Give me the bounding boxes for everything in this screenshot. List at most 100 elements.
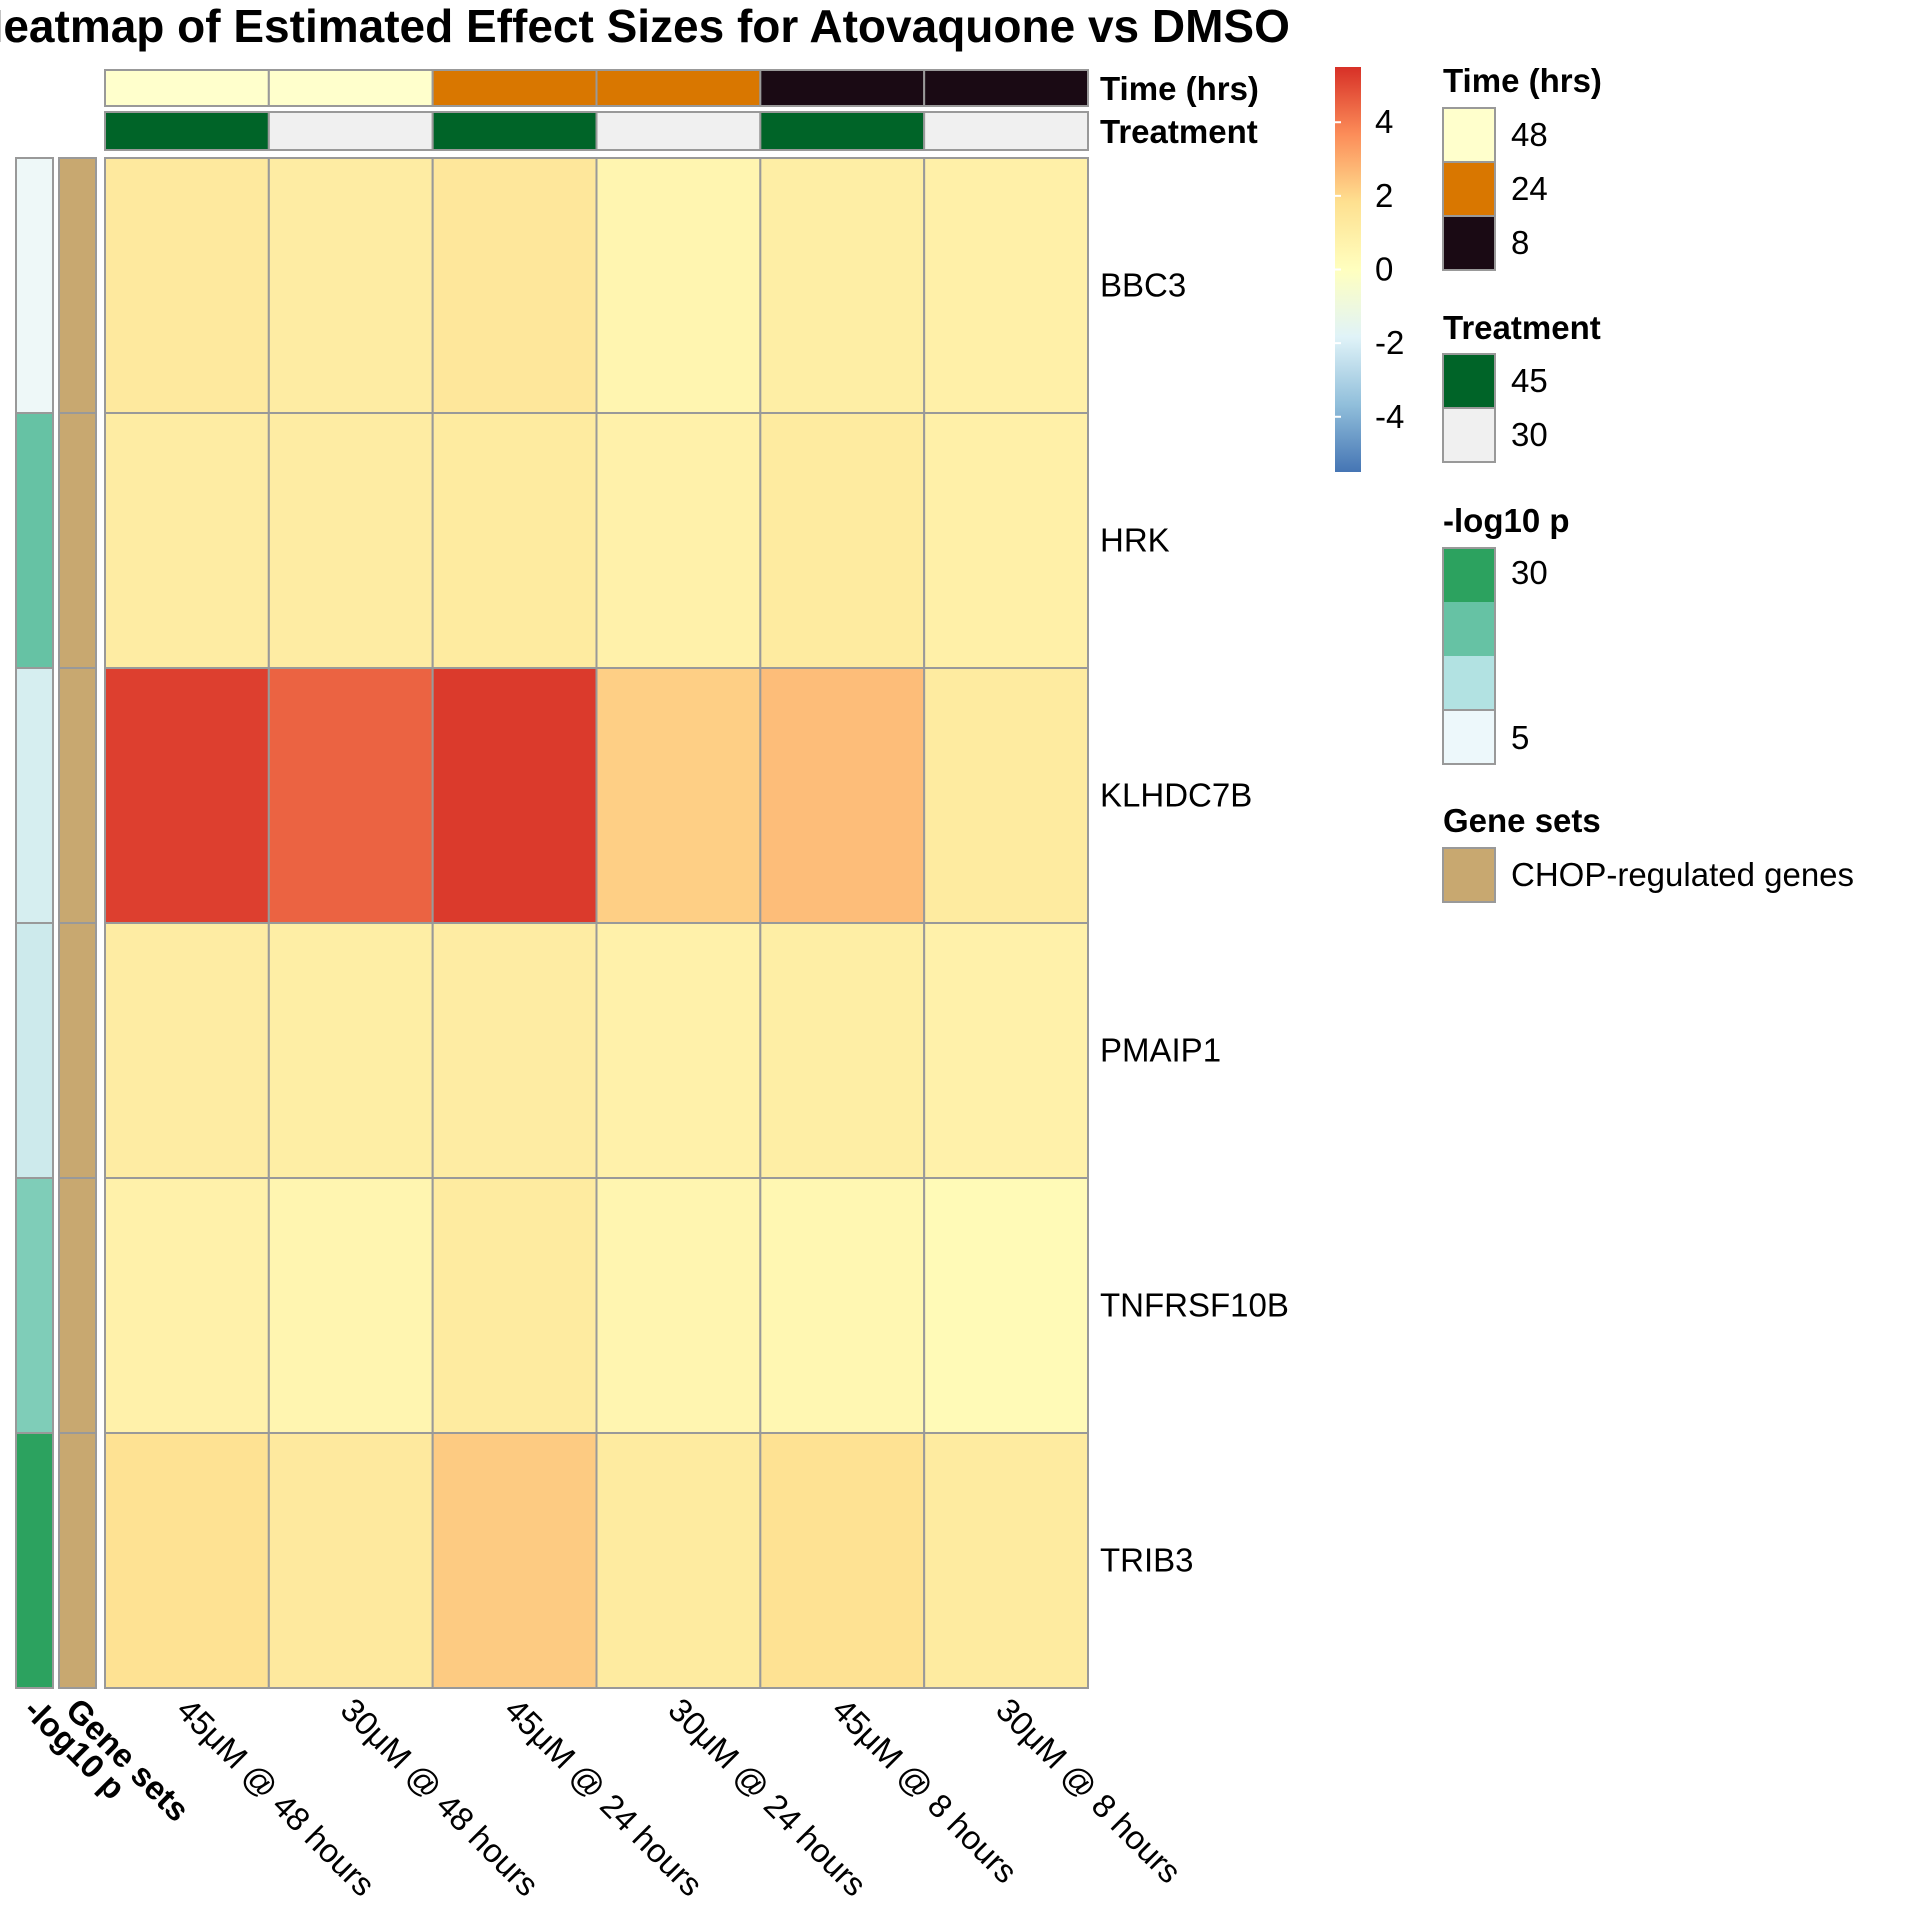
logp-annotation-cell <box>15 667 54 924</box>
column-annotation-cell <box>595 111 762 151</box>
gene-set-annotation-cell <box>58 1432 97 1689</box>
heatmap-cell <box>267 1177 434 1434</box>
heatmap-cell <box>267 667 434 924</box>
legend-logp: -log10 p 30 5 <box>1442 502 1570 765</box>
logp-annotation-cell <box>15 1432 54 1689</box>
color-scale-tick-label: 0 <box>1375 251 1393 288</box>
row-labels: BBC3 HRK KLHDC7B PMAIP1 TNFRSF10B TRIB3 <box>1100 267 1289 1579</box>
row-label: TNFRSF10B <box>1100 1287 1289 1324</box>
legend-swatch <box>1443 656 1495 710</box>
legend-time: Time (hrs) 48 24 8 <box>1442 62 1602 271</box>
heatmap-cell <box>759 157 926 414</box>
legend-label: 45 <box>1511 362 1548 399</box>
column-annotation-label: Treatment <box>1100 113 1258 150</box>
legend-label: CHOP-regulated genes <box>1511 856 1854 893</box>
heatmap-cell <box>923 1432 1090 1689</box>
legend-label: 30 <box>1511 554 1548 591</box>
heatmap-cell <box>104 412 270 669</box>
heatmap-cell <box>759 1432 926 1689</box>
heatmap-cell <box>267 1432 434 1689</box>
heatmap-cell <box>431 1432 598 1689</box>
gene-set-annotation-cell <box>58 1177 97 1434</box>
legend-swatch <box>1443 602 1495 656</box>
column-annotation-cell <box>923 69 1090 107</box>
column-annotation-cell <box>759 111 926 151</box>
column-annotation-cell <box>759 69 926 107</box>
heatmap-cell <box>595 157 762 414</box>
column-annotation-cell <box>923 111 1090 151</box>
heatmap-cell <box>595 1177 762 1434</box>
heatmap-cell <box>104 1432 270 1689</box>
heatmap-cell <box>595 922 762 1179</box>
column-annotation-cell <box>267 69 434 107</box>
column-annotation-label: Time (hrs) <box>1100 70 1259 107</box>
heatmap-cell <box>595 412 762 669</box>
column-annotation-cell <box>431 111 598 151</box>
gene-set-annotation-cell <box>58 412 97 669</box>
heatmap-cell <box>923 412 1090 669</box>
legend-swatch <box>1442 407 1496 463</box>
heatmap-cell <box>431 922 598 1179</box>
heatmap-cell <box>923 667 1090 924</box>
heatmap-cell <box>104 667 270 924</box>
legend-label: 48 <box>1511 116 1548 153</box>
column-annotation-cell <box>104 111 270 151</box>
legend-swatch <box>1442 215 1496 271</box>
color-scale-legend: 4 2 0 -2 -4 <box>1335 67 1404 472</box>
heatmap-cell <box>595 1432 762 1689</box>
column-annotation-cell <box>267 111 434 151</box>
legend-gene-sets-title: Gene sets <box>1443 802 1601 839</box>
row-label: BBC3 <box>1100 267 1186 304</box>
logp-annotation-cell <box>15 1177 54 1434</box>
heatmap-cell <box>267 412 434 669</box>
heatmap-cell <box>104 1177 270 1434</box>
color-scale-tick-label: 2 <box>1375 177 1393 214</box>
gene-set-annotation-cell <box>58 157 97 414</box>
legend-label: 5 <box>1511 719 1529 756</box>
legend-frame <box>1442 547 1496 765</box>
heatmap-cell <box>923 1177 1090 1434</box>
row-label: PMAIP1 <box>1100 1032 1221 1069</box>
legend-swatch <box>1442 161 1496 217</box>
heatmap-cell <box>759 412 926 669</box>
legend-treatment: Treatment 45 30 <box>1442 309 1601 463</box>
legend-label: 30 <box>1511 416 1548 453</box>
heatmap-cell <box>595 667 762 924</box>
heatmap-cell <box>104 922 270 1179</box>
logp-annotation-cell <box>15 922 54 1179</box>
heatmap-cell <box>759 667 926 924</box>
heatmap-cell <box>104 157 270 414</box>
heatmap-cell <box>759 922 926 1179</box>
legend-label: 24 <box>1511 170 1548 207</box>
column-annotation-bars: Time (hrs) Treatment <box>104 69 1259 151</box>
legend-logp-title: -log10 p <box>1443 502 1570 539</box>
color-scale-tick-label: 4 <box>1375 103 1393 140</box>
row-label: HRK <box>1100 522 1170 559</box>
chart-title: Heatmap of Estimated Effect Sizes for At… <box>0 0 1290 52</box>
column-annotation-cell <box>431 69 598 107</box>
column-annotation-cell <box>595 69 762 107</box>
row-label: TRIB3 <box>1100 1542 1194 1579</box>
heatmap-cell <box>431 667 598 924</box>
legend-swatch <box>1442 107 1496 163</box>
heatmap-cell <box>759 1177 926 1434</box>
legend-treatment-title: Treatment <box>1443 309 1601 346</box>
heatmap-cell <box>431 1177 598 1434</box>
legend-gene-sets: Gene sets CHOP-regulated genes <box>1442 802 1854 903</box>
legend-swatch <box>1442 709 1496 765</box>
color-scale-tick-label: -4 <box>1375 398 1404 435</box>
legend-swatch <box>1442 847 1496 903</box>
heatmap-cells <box>104 157 1090 1689</box>
legend-swatch <box>1443 548 1495 602</box>
logp-annotation-cell <box>15 157 54 414</box>
color-scale-tick-label: -2 <box>1375 324 1404 361</box>
logp-annotation-cell <box>15 412 54 669</box>
column-annotation-cell <box>104 69 270 107</box>
legend-time-title: Time (hrs) <box>1443 62 1602 99</box>
heatmap-cell <box>267 157 434 414</box>
gene-set-annotation-cell <box>58 922 97 1179</box>
heatmap-cell <box>431 157 598 414</box>
